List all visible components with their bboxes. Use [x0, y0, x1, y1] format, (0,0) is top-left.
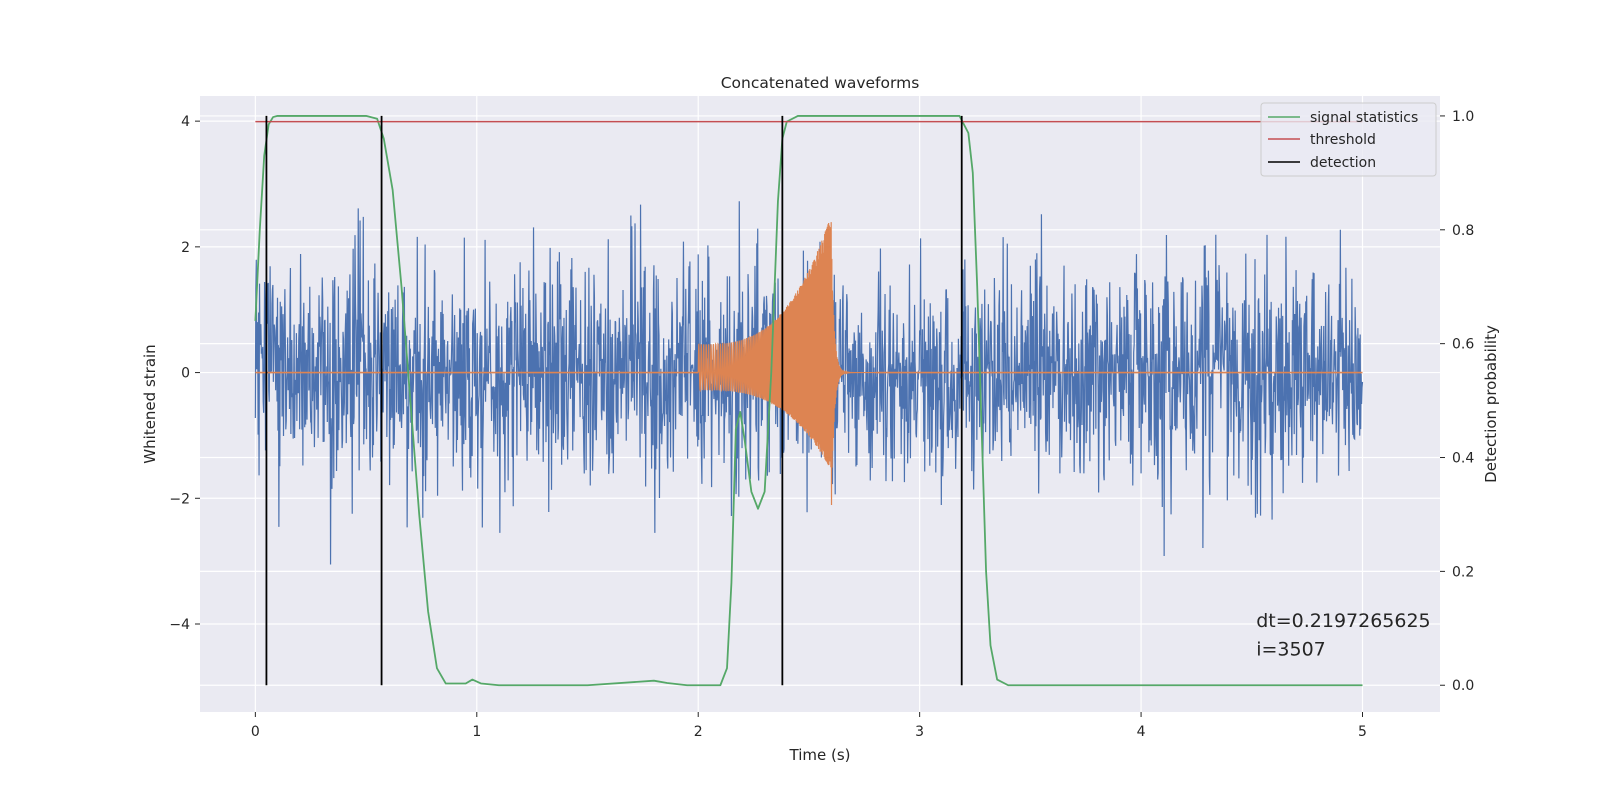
- y-tick-label-2: 0: [181, 366, 190, 382]
- y-axis-label: Whitened strain: [141, 344, 159, 463]
- annotation-0: dt=0.2197265625: [1256, 610, 1430, 632]
- annotations: dt=0.2197265625 i=3507: [1256, 610, 1430, 660]
- legend-box: [1260, 102, 1437, 177]
- strain-noise-line: [254, 201, 1364, 565]
- y-tick-label-4: 4: [181, 114, 190, 130]
- x-tick-label-0: 0: [251, 724, 260, 740]
- y-right-tick-label-2: 0.4: [1452, 451, 1474, 467]
- signal-statistics-line: [254, 115, 1363, 687]
- y-tick-label-0: −4: [169, 617, 190, 633]
- legend: signal statistics threshold detection: [1260, 102, 1437, 177]
- y-right-tick-label-3: 0.6: [1452, 337, 1474, 353]
- legend-label-threshold: threshold: [1310, 132, 1376, 148]
- y-right-tick-label-4: 0.8: [1452, 223, 1474, 239]
- legend-label-signal-statistics: signal statistics: [1310, 110, 1418, 126]
- injected-waveform-line: [697, 222, 876, 506]
- y-right-tick-label-1: 0.2: [1452, 564, 1474, 580]
- y-right-tick-label-0: 0.0: [1452, 678, 1474, 694]
- y-tick-label-3: 2: [181, 240, 190, 256]
- x-tick-label-1: 1: [472, 724, 481, 740]
- x-tick-label-4: 4: [1137, 724, 1146, 740]
- ticks: 0 1 2 3 4 5 −4 −2 0 2 4 0.0 0.2 0.4 0.6 0.8 1.0: [169, 109, 1474, 740]
- y-right-tick-label-5: 1.0: [1452, 109, 1474, 125]
- legend-label-detection: detection: [1310, 155, 1376, 171]
- x-tick-label-2: 2: [694, 724, 703, 740]
- x-axis-label: Time (s): [789, 746, 851, 764]
- series-layer: [254, 115, 1364, 687]
- chart-title: Concatenated waveforms: [721, 74, 920, 92]
- x-tick-label-3: 3: [915, 724, 924, 740]
- annotation-1: i=3507: [1256, 638, 1326, 660]
- x-tick-label-5: 5: [1358, 724, 1367, 740]
- y-axis-right-label: Detection probability: [1482, 325, 1500, 483]
- y-tick-label-1: −2: [169, 491, 190, 507]
